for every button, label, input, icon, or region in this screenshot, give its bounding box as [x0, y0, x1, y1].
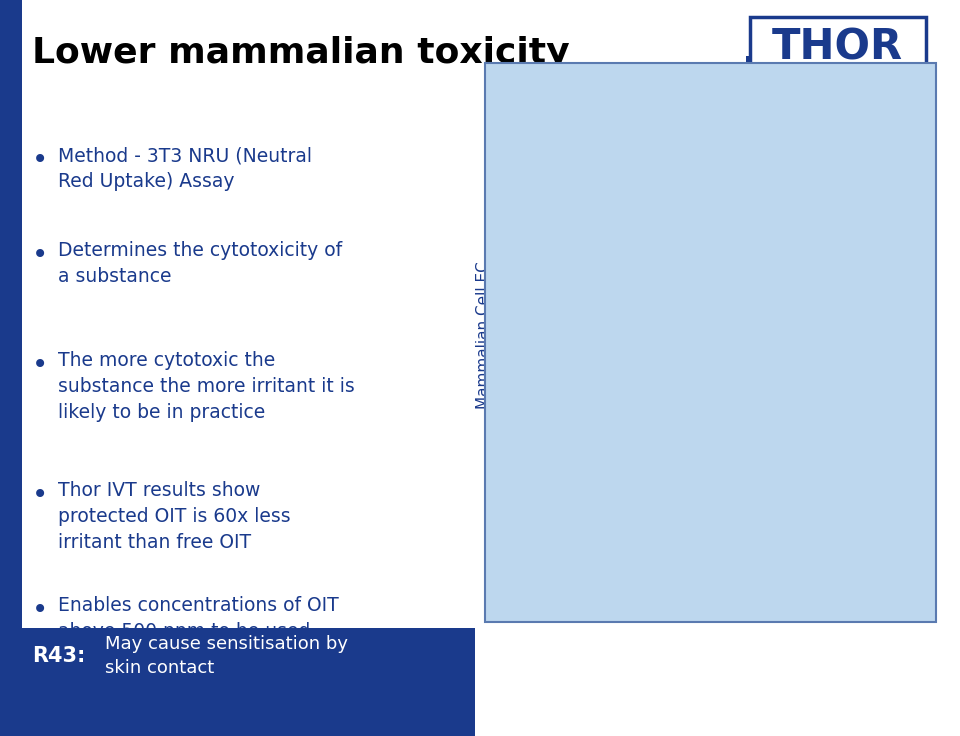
Bar [601, 564, 669, 570]
Bar [750, 17, 925, 80]
Text: Mammalian Cell EC: Mammalian Cell EC [476, 261, 491, 408]
Text: 0.475: 0.475 [613, 543, 657, 558]
Text: May cause sensitisation by
skin contact: May cause sensitisation by skin contact [105, 635, 348, 677]
Text: (ppm): (ppm) [508, 309, 523, 361]
Bar [0, 0, 22, 736]
Text: Lower mammalian toxicity: Lower mammalian toxicity [32, 36, 569, 70]
Text: Thor IVT results show
protected OIT is 60x less
irritant than free OIT: Thor IVT results show protected OIT is 6… [58, 481, 291, 551]
Text: 28.29: 28.29 [782, 132, 830, 146]
Polygon shape [601, 559, 678, 564]
Polygon shape [841, 149, 850, 570]
Text: R43:: R43: [32, 646, 85, 666]
Text: Method - 3T3 NRU (Neutral
Red Uptake) Assay: Method - 3T3 NRU (Neutral Red Uptake) As… [58, 146, 312, 191]
Text: •: • [32, 481, 48, 509]
Text: THOR: THOR [772, 26, 903, 68]
Polygon shape [772, 149, 850, 154]
Bar [772, 154, 841, 570]
Text: •: • [32, 351, 48, 379]
Polygon shape [669, 559, 678, 570]
Text: •: • [32, 596, 48, 624]
Text: The more cytotoxic the
substance the more irritant it is
likely to be in practic: The more cytotoxic the substance the mor… [58, 351, 355, 422]
Text: •: • [32, 146, 48, 174]
Text: Enables concentrations of OIT
above 500 ppm to be used
without R43 labelling: Enables concentrations of OIT above 500 … [58, 596, 339, 667]
Text: Determines the cytotoxicity of
a substance: Determines the cytotoxicity of a substan… [58, 241, 342, 286]
Text: •: • [32, 241, 48, 269]
Bar [0, 628, 475, 736]
Text: 50: 50 [496, 375, 510, 385]
Polygon shape [588, 566, 862, 570]
Text: 60x less irritant: 60x less irritant [753, 63, 913, 80]
